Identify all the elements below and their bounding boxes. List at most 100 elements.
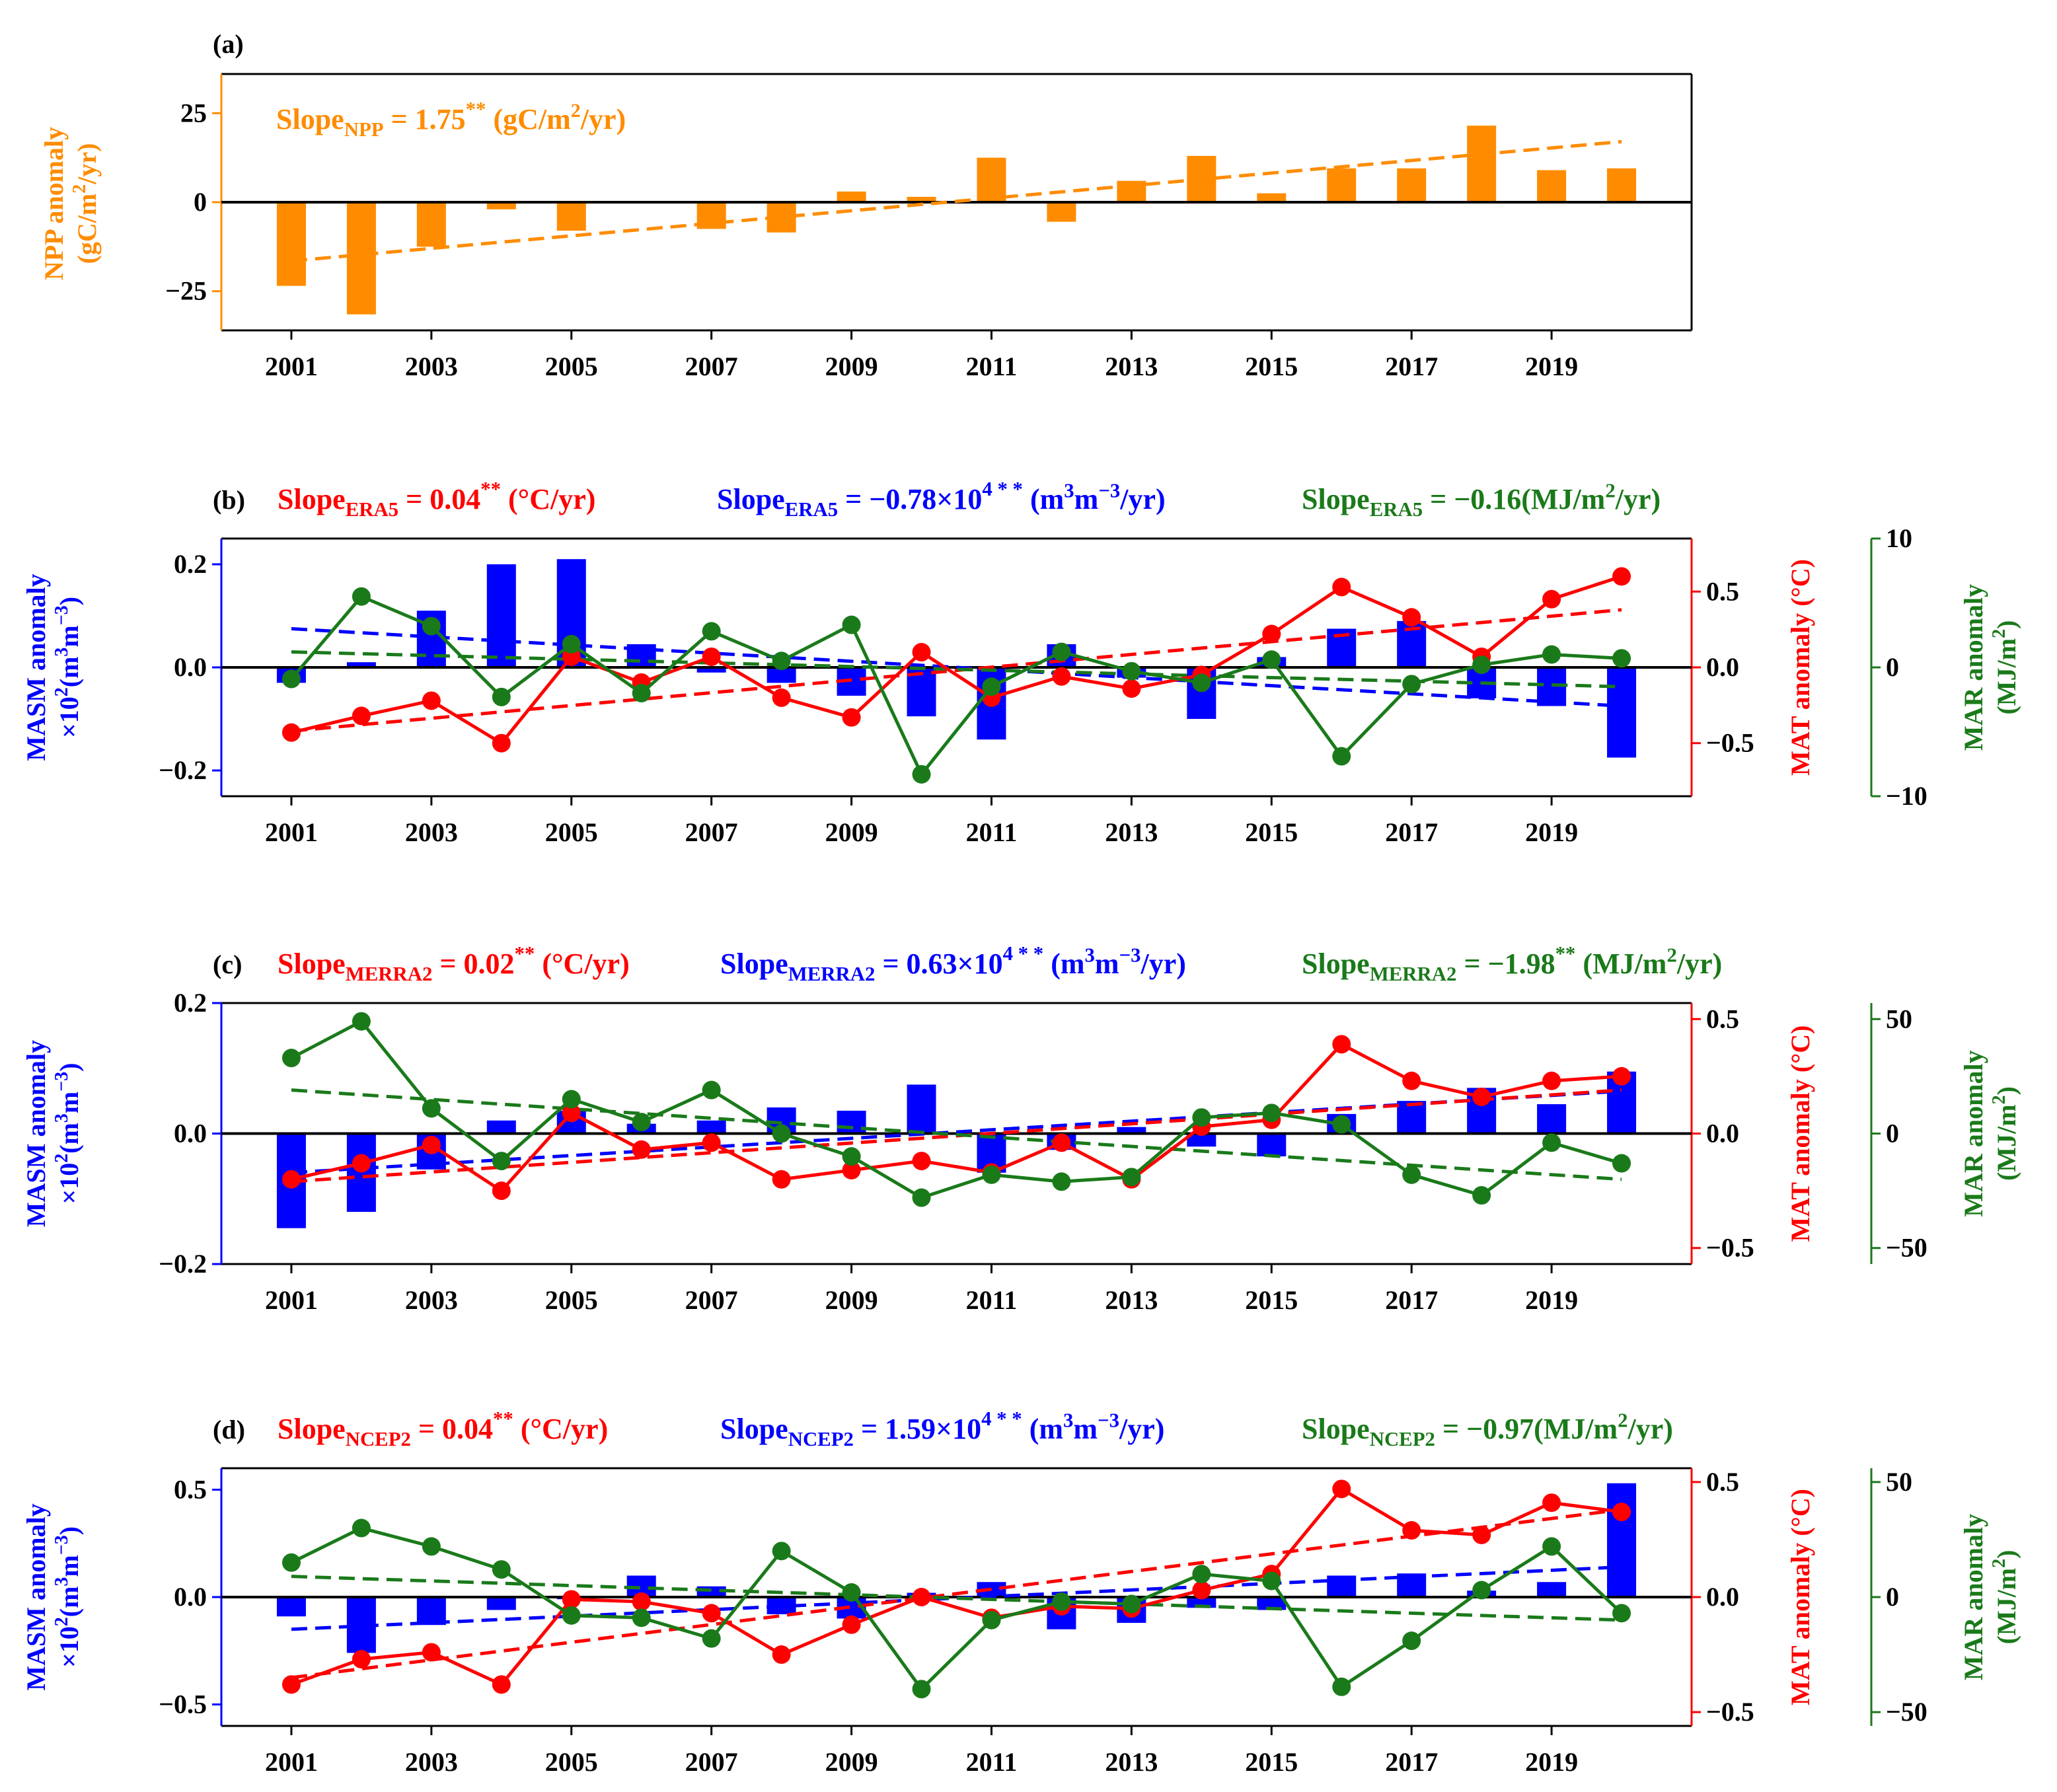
x-tick-label: 2007 <box>685 352 738 381</box>
rad-point <box>1052 1592 1071 1611</box>
y-left-axis-label-line: ×102(m3m−3) <box>52 1063 84 1204</box>
slope-annotation: SlopeNCEP2 = 0.04** (°C/yr) <box>278 1407 608 1450</box>
y-right2-axis-label-line: MAR anomaly <box>1959 1514 1988 1680</box>
slope-annotation: SlopeNPP = 1.75** (gC/m2/yr) <box>276 98 626 141</box>
y-left-tick-label: 0.5 <box>174 1475 207 1505</box>
rad-point <box>1192 1108 1211 1127</box>
x-tick-label: 2017 <box>1385 817 1438 847</box>
temp-point <box>912 643 931 662</box>
y-right-tick-label: 0.0 <box>1706 1582 1739 1612</box>
rad-point <box>1262 1103 1281 1123</box>
y-right-tick-label: −0.5 <box>1706 728 1754 758</box>
temp-point <box>1262 624 1281 644</box>
x-tick-label: 2001 <box>265 817 318 847</box>
temp-point <box>1542 589 1561 609</box>
temp-trend-line <box>291 1508 1622 1680</box>
panel-a: (a) 25 0 −25 2001 2003 2005 2007 2009 2011 2013 201… <box>39 29 1693 381</box>
rad-point <box>702 1629 721 1648</box>
temp-point <box>842 1615 861 1634</box>
temp-point <box>1052 1133 1071 1152</box>
y-right2-axis-label: MAR anomaly (MJ/m2) <box>1959 1514 2021 1680</box>
x-tick-label: 2015 <box>1245 817 1298 847</box>
rad-point <box>982 1165 1001 1184</box>
slope-annotation: SlopeMERRA2 = 0.63×104 * * (m3m−3/yr) <box>720 942 1186 985</box>
rad-point <box>1332 1677 1351 1696</box>
x-tick-label: 2007 <box>685 1285 738 1315</box>
npp-bar <box>1397 168 1427 202</box>
rad-point <box>632 1113 651 1132</box>
sm-bar <box>486 1120 516 1134</box>
rad-point <box>772 1542 791 1561</box>
sm-trend-line <box>291 627 1622 708</box>
sm-bar <box>696 667 726 673</box>
y-left-tick-label: 0.2 <box>174 549 207 579</box>
y-right-axis-label: MAT anomaly (°C) <box>1785 1489 1815 1705</box>
rad-point <box>1542 645 1561 664</box>
x-tick-label: 2009 <box>825 352 878 381</box>
rad-point <box>1612 1604 1631 1623</box>
rad-series-line <box>290 1019 1622 1200</box>
rad-point <box>702 622 721 641</box>
slope-annotation: SlopeNCEP2 = −0.97(MJ/m2/yr) <box>1302 1409 1673 1450</box>
x-tick-label: 2007 <box>685 1747 738 1777</box>
rad-point <box>352 1518 371 1538</box>
x-tick-label: 2007 <box>685 817 738 847</box>
rad-point <box>1122 1168 1141 1187</box>
y-left-tick-label: −0.2 <box>159 1249 207 1279</box>
rad-point <box>1402 1631 1421 1651</box>
x-tick-label: 2009 <box>825 817 878 847</box>
sm-bar <box>1397 1101 1427 1134</box>
temp-point <box>422 1135 441 1154</box>
rad-point <box>1612 649 1631 668</box>
sm-bar <box>276 1597 306 1617</box>
x-tick-label: 2005 <box>545 817 598 847</box>
temp-point <box>1332 578 1351 597</box>
panel-label: (b) <box>213 485 245 515</box>
rad-point <box>632 684 651 702</box>
sm-bar <box>1117 1127 1146 1134</box>
temp-point <box>562 1103 581 1123</box>
npp-bar <box>556 202 586 231</box>
y-right-tick-label: 0.5 <box>1706 1004 1739 1033</box>
rad-point <box>1192 673 1211 692</box>
x-tick-label: 2013 <box>1105 817 1158 847</box>
rad-point <box>842 1583 861 1602</box>
temp-point <box>702 1133 721 1152</box>
temp-point <box>772 688 791 707</box>
rad-point <box>1472 655 1491 675</box>
rad-point <box>1262 1571 1281 1590</box>
sm-bar <box>1607 667 1637 758</box>
temp-point <box>1472 1525 1491 1544</box>
panel-b: (b) SlopeERA5 = 0.04** (°C/yr) SlopeERA5 =… <box>21 478 2021 847</box>
npp-bar <box>1257 193 1287 202</box>
rad-point <box>1472 1186 1491 1205</box>
npp-bar <box>1467 126 1497 202</box>
sm-bar <box>486 1597 516 1610</box>
rad-point <box>422 1099 441 1118</box>
x-tick-label: 2009 <box>825 1747 878 1777</box>
rad-point <box>562 634 581 653</box>
y-left-axis-label: MASM anomaly ×102(m3m−3) <box>21 1040 84 1227</box>
sm-bar <box>1537 1104 1567 1134</box>
rad-point <box>352 587 371 606</box>
temp-point <box>912 1588 931 1606</box>
rad-point <box>422 1537 441 1556</box>
panel-label: (c) <box>213 950 242 979</box>
sm-bar <box>1257 1597 1287 1610</box>
temp-trend-line <box>291 608 1622 733</box>
y-tick-label: 0 <box>194 187 207 217</box>
x-tick-label: 2001 <box>265 1747 318 1777</box>
rad-point <box>702 1080 721 1100</box>
x-tick-label: 2011 <box>966 352 1018 381</box>
temp-point <box>1402 1071 1421 1090</box>
rad-series-line <box>290 1526 1623 1692</box>
rad-point <box>1192 1565 1211 1584</box>
rad-point <box>982 677 1001 696</box>
rad-point <box>1262 650 1281 669</box>
y-left-axis-label-line: MASM anomaly <box>21 1503 51 1690</box>
x-tick-label: 2013 <box>1105 1747 1158 1777</box>
x-tick-label: 2005 <box>545 1747 598 1777</box>
x-tick-label: 2011 <box>966 1747 1018 1777</box>
rad-point <box>1332 1115 1351 1134</box>
rad-point <box>1052 642 1071 661</box>
